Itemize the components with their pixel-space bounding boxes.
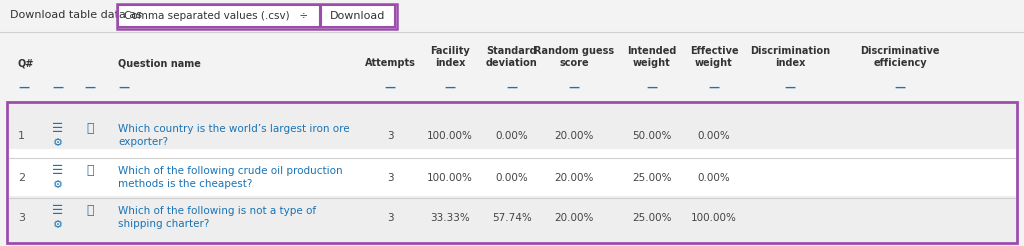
Text: 0.00%: 0.00%: [496, 173, 528, 183]
Text: ☰: ☰: [52, 165, 63, 178]
Text: 0.00%: 0.00%: [697, 131, 730, 141]
Text: Comma separated values (.csv)   ÷: Comma separated values (.csv) ÷: [124, 11, 308, 21]
Text: Standard
deviation: Standard deviation: [486, 46, 538, 68]
Text: ⌕: ⌕: [86, 165, 94, 178]
Bar: [8, 149, 1016, 196]
Text: 1: 1: [18, 131, 25, 141]
Text: exporter?: exporter?: [118, 137, 168, 147]
Text: ⌕: ⌕: [86, 123, 94, 136]
Text: 33.33%: 33.33%: [430, 213, 470, 223]
Text: ☰: ☰: [52, 204, 63, 217]
Text: 3: 3: [387, 173, 393, 183]
Text: Effective
weight: Effective weight: [690, 46, 738, 68]
Text: ⌕: ⌕: [86, 204, 94, 217]
Text: 0.00%: 0.00%: [496, 131, 528, 141]
Text: 3: 3: [387, 131, 393, 141]
Text: —: —: [646, 83, 657, 93]
Text: Attempts: Attempts: [365, 58, 416, 68]
Text: Random guess
score: Random guess score: [534, 46, 614, 68]
Text: shipping charter?: shipping charter?: [118, 219, 209, 229]
Text: 100.00%: 100.00%: [427, 173, 473, 183]
Text: —: —: [709, 83, 720, 93]
Text: Intended
weight: Intended weight: [628, 46, 677, 68]
Text: —: —: [18, 83, 29, 93]
Text: ⚙: ⚙: [53, 180, 63, 190]
Text: ☰: ☰: [52, 123, 63, 136]
Text: Q#: Q#: [18, 58, 35, 68]
Text: 57.74%: 57.74%: [493, 213, 531, 223]
Bar: [118, 5, 319, 27]
Text: —: —: [52, 83, 63, 93]
Bar: [7, 102, 1017, 243]
Text: Which of the following crude oil production: Which of the following crude oil product…: [118, 166, 343, 176]
Text: Facility
index: Facility index: [430, 46, 470, 68]
Text: —: —: [444, 83, 456, 93]
Text: —: —: [384, 83, 395, 93]
Text: —: —: [84, 83, 95, 93]
Text: 20.00%: 20.00%: [554, 173, 594, 183]
Text: Download table data as: Download table data as: [10, 10, 142, 20]
Bar: [117, 3, 396, 29]
Text: Which of the following is not a type of: Which of the following is not a type of: [118, 206, 316, 216]
Text: —: —: [894, 83, 905, 93]
Text: Discrimination
index: Discrimination index: [750, 46, 830, 68]
Text: —: —: [507, 83, 517, 93]
Text: 100.00%: 100.00%: [427, 131, 473, 141]
Text: —: —: [784, 83, 796, 93]
Text: 20.00%: 20.00%: [554, 131, 594, 141]
Text: Question name: Question name: [118, 58, 201, 68]
Bar: [8, 196, 1016, 242]
Text: methods is the cheapest?: methods is the cheapest?: [118, 179, 252, 189]
Text: 50.00%: 50.00%: [632, 131, 672, 141]
Text: 25.00%: 25.00%: [632, 173, 672, 183]
Text: Which country is the world’s largest iron ore: Which country is the world’s largest iro…: [118, 124, 349, 134]
Text: 3: 3: [18, 213, 25, 223]
Text: Discriminative
efficiency: Discriminative efficiency: [860, 46, 940, 68]
Text: 3: 3: [387, 213, 393, 223]
Text: —: —: [568, 83, 580, 93]
Text: 2: 2: [18, 173, 26, 183]
Text: ⚙: ⚙: [53, 220, 63, 230]
Bar: [8, 104, 1016, 149]
Text: ⚙: ⚙: [53, 138, 63, 148]
Text: Download: Download: [331, 11, 386, 21]
Bar: [321, 5, 395, 27]
Text: 20.00%: 20.00%: [554, 213, 594, 223]
Text: 0.00%: 0.00%: [697, 173, 730, 183]
Text: —: —: [118, 83, 129, 93]
Text: 100.00%: 100.00%: [691, 213, 737, 223]
Text: 25.00%: 25.00%: [632, 213, 672, 223]
